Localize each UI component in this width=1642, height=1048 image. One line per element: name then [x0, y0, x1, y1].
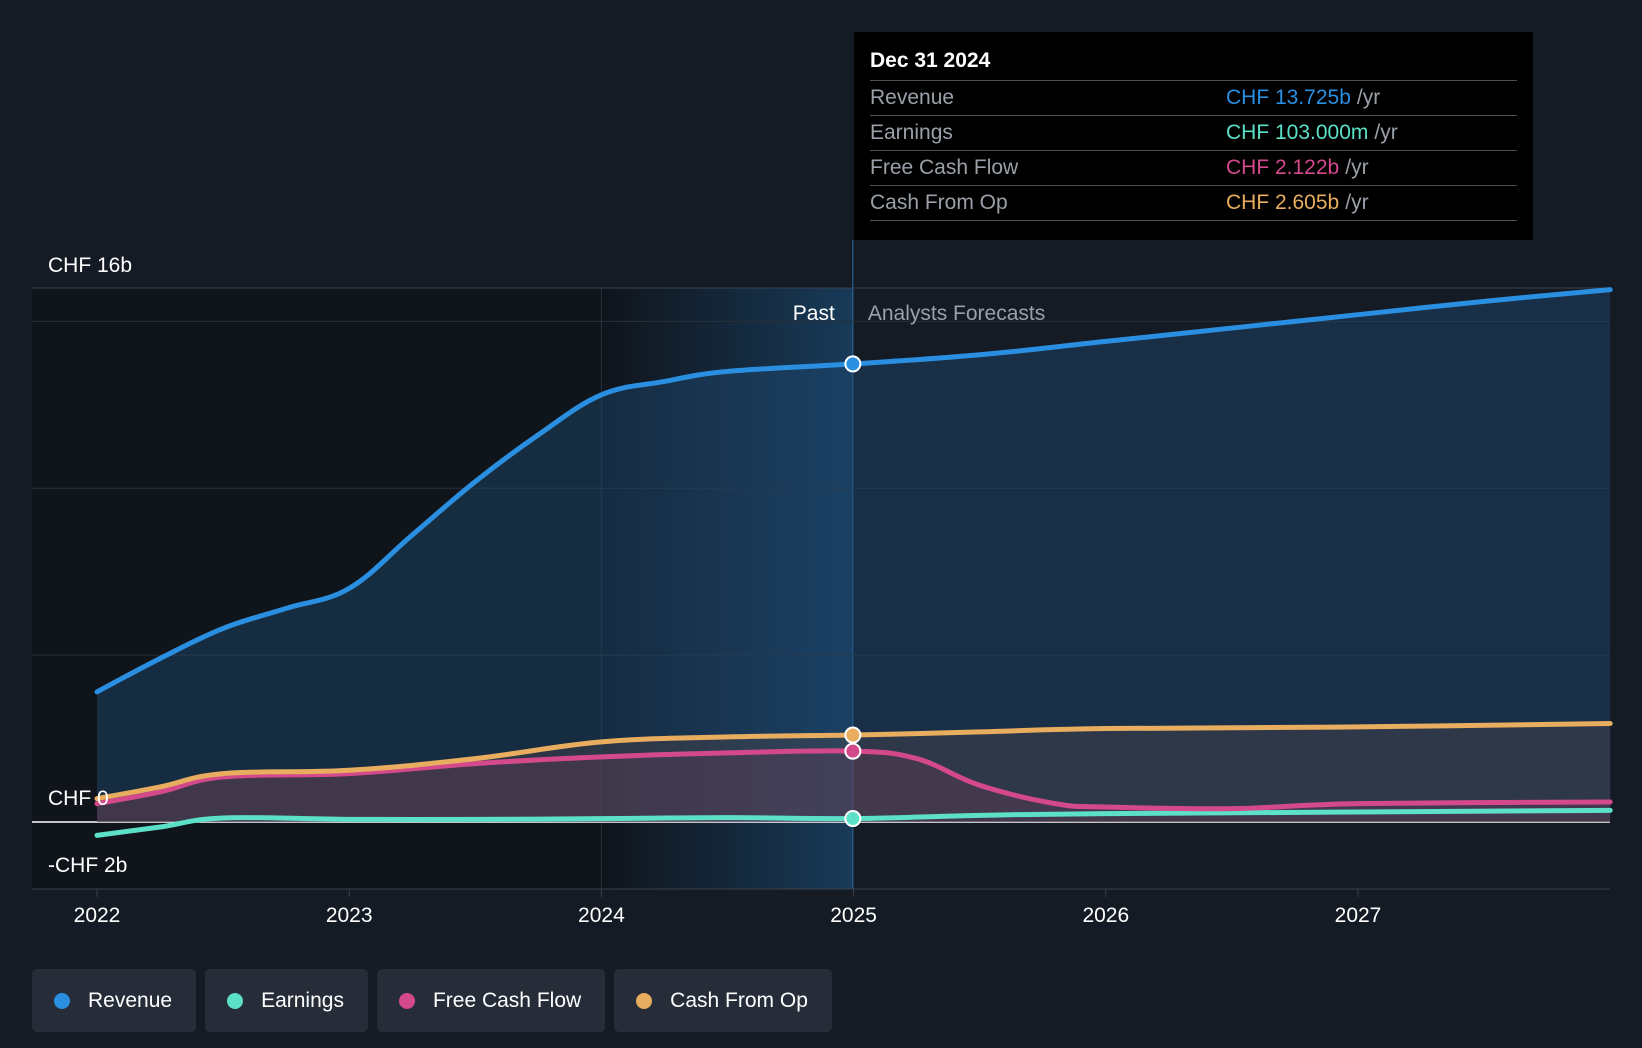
legend-item-free-cash-flow[interactable]: Free Cash Flow — [376, 969, 606, 1032]
tooltip-row-name: Free Cash Flow — [870, 156, 1019, 179]
legend-item-cash-from-op[interactable]: Cash From Op — [614, 969, 832, 1032]
x-tick-label: 2024 — [578, 904, 625, 927]
legend-item-revenue[interactable]: Revenue — [32, 969, 197, 1032]
chart-canvas: CHF 16b CHF 0 -CHF 2b 2022 2023 2024 2025 2026 2… — [32, 240, 1613, 927]
tooltip-row-value: CHF 103.000m — [1226, 121, 1369, 144]
tooltip-row-name: Earnings — [870, 121, 953, 144]
tooltip-row-name: Cash From Op — [870, 191, 1008, 214]
legend-dot-icon — [54, 992, 70, 1009]
past-label: Past — [793, 302, 835, 325]
tooltip-row-value: CHF 2.122b — [1226, 156, 1340, 179]
cash-from-op-area — [97, 723, 1611, 822]
y-axis-label: CHF 16b — [48, 254, 132, 277]
legend-dot-icon — [636, 992, 653, 1009]
tooltip-row-unit: /yr — [1356, 86, 1381, 109]
revenue-area — [97, 289, 1611, 822]
series-line-revenue — [94, 287, 1613, 695]
tooltip-date: Dec 31 2024 — [870, 49, 991, 72]
free-cash-flow-area — [97, 750, 1611, 822]
data-point-revenue — [844, 355, 862, 373]
tooltip-row-cash-from-op: Cash From Op CHF 2.605b /yr — [870, 185, 1517, 221]
tooltip-row-free-cash-flow: Free Cash Flow CHF 2.122b /yr — [870, 150, 1517, 185]
data-point-cash-from-op — [844, 726, 862, 744]
tooltip-row-value: CHF 13.725b — [1226, 86, 1351, 109]
data-point-earnings — [844, 810, 862, 828]
x-tick-label: 2025 — [830, 904, 877, 927]
series-line-cash-from-op — [94, 721, 1613, 802]
data-point-free-cash-flow — [844, 742, 862, 760]
legend-dot-icon — [398, 992, 415, 1009]
legend-label: Earnings — [261, 988, 344, 1012]
y-axis-label: CHF 0 — [48, 787, 109, 810]
tooltip: Dec 31 2024 Revenue CHF 13.725b /yr Earn… — [854, 32, 1533, 240]
legend-item-earnings[interactable]: Earnings — [205, 969, 368, 1032]
series-line-earnings — [94, 807, 1613, 838]
tooltip-row-value: CHF 2.605b — [1226, 191, 1340, 214]
x-tick-label: 2023 — [326, 904, 373, 927]
tooltip-row-name: Revenue — [870, 86, 955, 109]
tooltip-row-unit: /yr — [1345, 191, 1369, 214]
tooltip-row-earnings: Earnings CHF 103.000m /yr — [870, 115, 1517, 150]
forecast-label: Analysts Forecasts — [868, 302, 1045, 325]
x-tick-label: 2022 — [74, 904, 121, 927]
legend-label: Free Cash Flow — [432, 988, 582, 1012]
legend-label: Cash From Op — [670, 988, 808, 1012]
tooltip-row-revenue: Revenue CHF 13.725b /yr — [870, 80, 1517, 115]
x-tick-label: 2027 — [1335, 904, 1382, 927]
legend-dot-icon — [227, 992, 244, 1009]
x-tick-label: 2026 — [1082, 904, 1129, 927]
tooltip-row-unit: /yr — [1345, 156, 1369, 179]
past-highlight-region — [601, 288, 853, 889]
chart-legend: Revenue Earnings Free Cash Flow Cash Fro… — [32, 969, 832, 1032]
tooltip-row-unit: /yr — [1374, 121, 1398, 144]
legend-label: Revenue — [88, 988, 173, 1012]
y-axis-label: -CHF 2b — [48, 854, 127, 877]
